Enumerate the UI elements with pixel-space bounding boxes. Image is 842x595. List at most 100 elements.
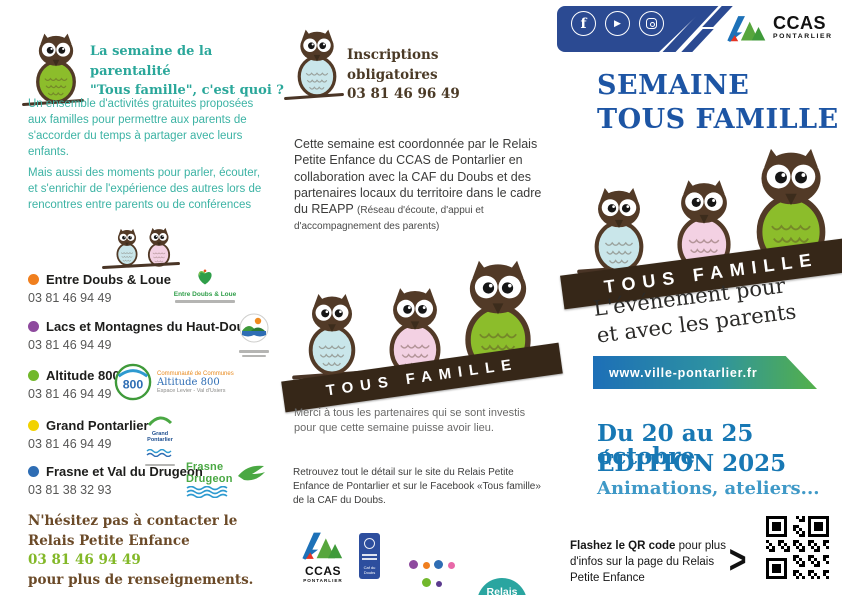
qr-code[interactable] xyxy=(766,516,829,579)
instagram-icon[interactable] xyxy=(639,11,664,36)
main-title-line1: SEMAINE xyxy=(597,70,750,101)
area-name: Entre Doubs & Loue xyxy=(46,272,171,287)
logo-caption: Communauté de Communes xyxy=(157,370,234,377)
partners-characters-icon xyxy=(404,556,460,592)
flashez-rest: pour plus d'infos sur la page du Relais … xyxy=(570,540,726,585)
owl-blue-icon xyxy=(298,292,366,376)
bullet-icon xyxy=(28,466,39,477)
inscriptions-phone: 03 81 46 96 49 xyxy=(347,86,460,103)
logo-caption: PONTARLIER xyxy=(773,32,833,40)
logo-relais-petite-enfance: Relais petite enfance ✋ xyxy=(477,578,527,595)
area-phone: 03 81 38 32 93 xyxy=(28,483,112,497)
coordination-note: (Réseau d'écoute, d'appui et d'accompagn… xyxy=(294,205,484,233)
owl-scene-middle: TOUS FAMILLE xyxy=(281,258,563,413)
logo-caption: Drugeon xyxy=(186,472,233,485)
area-item-entre-doubs-loue: Entre Doubs & Loue 03 81 46 94 49 xyxy=(28,271,171,305)
merci-paragraph: Merci à tous les partenaires qui se sont… xyxy=(294,407,526,434)
left-paragraph-1: Un ensemble d'activités gratuites propos… xyxy=(28,98,254,158)
lake-mountain-icon xyxy=(239,313,269,343)
edition-line: ÉDITION 2025 xyxy=(597,450,787,477)
coordination-paragraph: Cette semaine est coordonnée par le Rela… xyxy=(294,136,542,234)
bird-icon xyxy=(237,465,265,481)
owl-blue-icon xyxy=(583,186,655,274)
logo-caption: PONTARLIER xyxy=(303,578,343,583)
logo-altitude-800: 800 Communauté de Communes Altitude 800 … xyxy=(114,363,234,401)
logo-subtext-bar xyxy=(242,354,266,357)
bullet-icon xyxy=(28,420,39,431)
logo-caption: Frasne xyxy=(186,461,224,473)
area-phone: 03 81 46 94 49 xyxy=(28,437,112,451)
facebook-icon[interactable]: f xyxy=(571,11,596,36)
logo-subtext-bar xyxy=(362,558,377,560)
contact-line2: Relais Petite Enfance xyxy=(28,532,190,549)
logo-caption: CCAS xyxy=(304,564,341,578)
leaf-heart-icon xyxy=(198,269,212,285)
coordination-text: Cette semaine est coordonnée par le Rela… xyxy=(294,137,542,216)
area-name: Frasne et Val du Drugeon xyxy=(46,464,203,479)
inscriptions-label: Inscriptions obligatoires xyxy=(347,47,439,83)
website-url[interactable]: www.ville-pontarlier.fr xyxy=(609,365,758,380)
area-item-frasne-drugeon: Frasne et Val du Drugeon 03 81 38 32 93 xyxy=(28,463,203,497)
logo-subtext-bar xyxy=(239,350,269,353)
area-item-grand-pontarlier: Grand Pontarlier 03 81 46 94 49 xyxy=(28,417,149,451)
retrouvez-paragraph: Retrouvez tout le détail sur le site du … xyxy=(293,467,541,506)
contact-phone: 03 81 46 94 49 xyxy=(28,552,141,569)
logo-subtext-bar xyxy=(145,463,175,467)
owl-mini-blue-icon xyxy=(112,228,142,266)
svg-text:800: 800 xyxy=(123,378,144,392)
area-phone: 03 81 46 94 49 xyxy=(28,387,112,401)
logo-partners xyxy=(404,556,460,595)
logo-entre-doubs-loue: Entre Doubs & Loue xyxy=(160,266,250,303)
area-item-altitude-800: Altitude 800 03 81 46 94 49 xyxy=(28,367,120,401)
animations-line: Animations, ateliers... xyxy=(597,478,820,499)
logo-caption: Espace Levier - Val d'Usiers xyxy=(157,387,226,394)
ccas-mark-icon xyxy=(302,532,343,560)
owl-green-icon xyxy=(27,32,85,104)
flashez-text: Flashez le QR code pour plus d'infos sur… xyxy=(570,538,728,586)
logo-caption: Caf du Doubs xyxy=(363,565,376,575)
logo-frasne-drugeon: Frasne Drugeon xyxy=(186,461,266,503)
logo-subtext-bar xyxy=(175,300,235,303)
owl-blue-icon xyxy=(289,28,345,98)
area-phone: 03 81 46 94 49 xyxy=(28,338,112,352)
logo-subtext-bar xyxy=(362,554,377,556)
flashez-bold: Flashez le QR code xyxy=(570,540,676,552)
main-title-line2: TOUS FAMILLE xyxy=(597,104,839,135)
logo-caf: Caf du Doubs xyxy=(359,533,380,579)
caf-emblem-icon xyxy=(364,538,375,549)
logo-grand-pontarlier: Grand Pontarlier xyxy=(140,413,180,467)
logo-lacs-montagnes xyxy=(236,313,272,357)
area-name: Lacs et Montagnes du Haut-Doubs xyxy=(46,319,260,334)
owl-mini-pink-icon xyxy=(143,227,175,267)
website-banner[interactable]: www.ville-pontarlier.fr xyxy=(593,356,817,389)
altitude-800-badge-icon: 800 xyxy=(114,363,152,401)
area-name: Grand Pontarlier xyxy=(46,418,149,433)
logo-ccas-footer: CCAS PONTARLIER xyxy=(297,528,349,584)
bullet-icon xyxy=(28,274,39,285)
inscriptions-block: Inscriptions obligatoires 03 81 46 96 49 xyxy=(347,46,527,105)
chevron-right-icon: > xyxy=(728,538,747,582)
bullet-icon xyxy=(28,321,39,332)
left-paragraph-2: Mais aussi des moments pour parler, écou… xyxy=(28,167,262,211)
left-heading: La semaine de la parentalité "Tous famil… xyxy=(90,42,285,101)
waves-icon xyxy=(146,448,172,457)
left-heading-line2: "Tous famille", c'est quoi ? xyxy=(90,83,284,98)
owl-scene-right: TOUS FAMILLE xyxy=(560,146,842,310)
logo-caption: Altitude 800 xyxy=(157,376,220,388)
logo-caption: Relais xyxy=(486,586,518,595)
ccas-header-logo: CCAS PONTARLIER xyxy=(726,11,833,43)
area-name: Altitude 800 xyxy=(46,368,120,383)
area-item-lacs-montagnes: Lacs et Montagnes du Haut-Doubs 03 81 46… xyxy=(28,318,260,352)
logo-caption: Entre Doubs & Loue xyxy=(173,291,237,298)
area-phone: 03 81 46 94 49 xyxy=(28,291,112,305)
leaf-swoosh-icon xyxy=(147,416,173,427)
bullet-icon xyxy=(28,370,39,381)
waves-icon xyxy=(186,485,228,499)
contact-line1: N'hésitez pas à contacter le xyxy=(28,513,238,529)
ccas-mark-icon xyxy=(727,16,766,42)
contact-block: N'hésitez pas à contacter le Relais Peti… xyxy=(28,512,268,590)
logo-caption: Grand xyxy=(151,431,169,437)
left-heading-line1: La semaine de la parentalité xyxy=(90,44,213,79)
youtube-icon[interactable]: ▶ xyxy=(605,11,630,36)
